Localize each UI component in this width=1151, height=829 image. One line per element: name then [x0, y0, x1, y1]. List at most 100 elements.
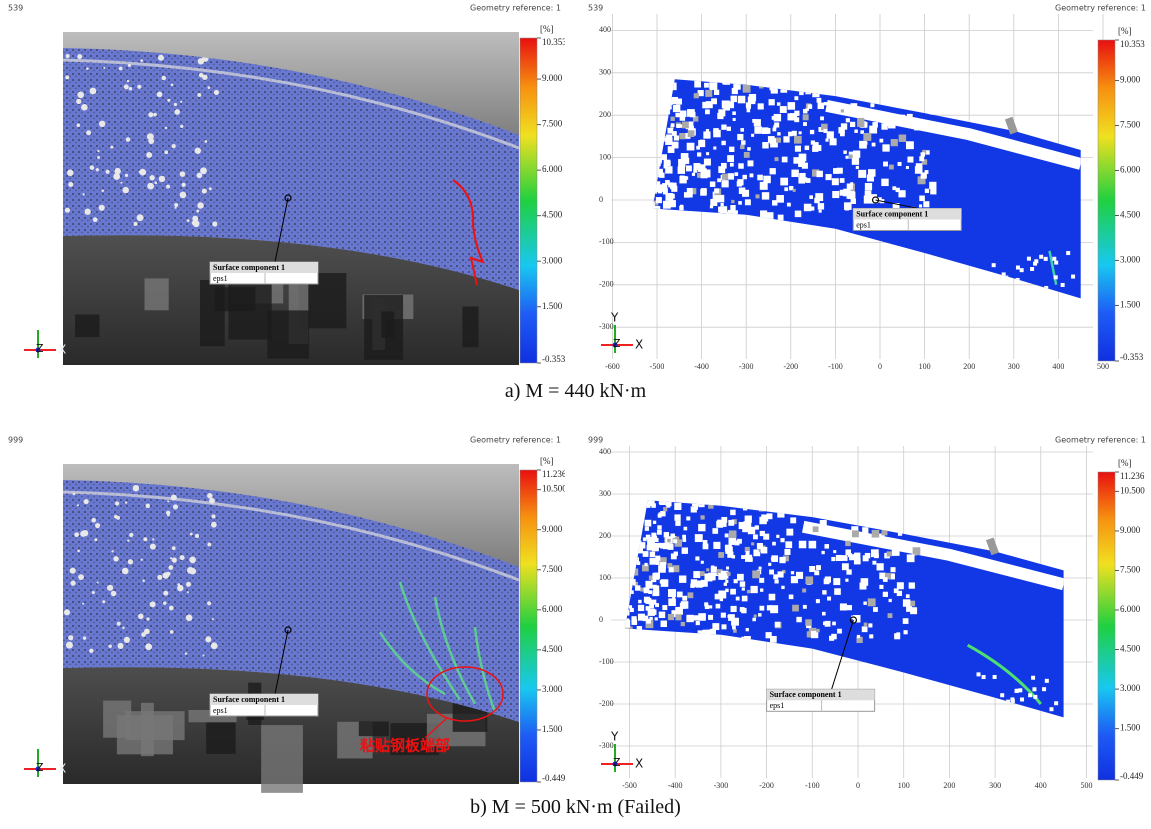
speckle-gap	[864, 183, 873, 191]
speckle-gap	[631, 619, 638, 625]
speckle-gap	[834, 588, 841, 595]
speckle-gap	[629, 529, 634, 534]
speckle-gap	[145, 503, 151, 509]
speckle-gap	[831, 556, 836, 562]
scale-label: 1.500	[542, 301, 563, 311]
speckle-gap	[691, 500, 699, 507]
speckle-gap	[620, 561, 625, 566]
speckle-gap	[123, 636, 130, 644]
speckle-gap	[814, 506, 820, 513]
speckle-gap	[746, 104, 751, 109]
y-tick-label: 400	[599, 447, 611, 456]
speckle-gap	[702, 169, 711, 178]
speckle-gap	[839, 603, 847, 611]
speckle-gap	[757, 174, 763, 181]
speckle-gap	[774, 621, 781, 628]
speckle-gap	[848, 553, 853, 558]
speckle-gap	[798, 131, 802, 135]
speckle-gap	[882, 577, 888, 582]
speckle-gap	[642, 551, 649, 557]
speckle-gap	[140, 59, 144, 62]
speckle-gap	[675, 520, 681, 526]
speckle-gap	[697, 164, 706, 172]
speckle-gap	[871, 142, 876, 147]
speckle-gap	[619, 635, 624, 640]
speckle-gap	[632, 512, 637, 517]
speckle-gap	[705, 129, 710, 133]
x-tick-label: -600	[605, 362, 620, 371]
speckle-gap	[672, 131, 677, 136]
speckle-gap	[666, 134, 673, 141]
speckle-gap	[647, 132, 651, 136]
speckle-gap	[668, 200, 676, 208]
speckle-gap	[662, 200, 671, 209]
speckle-gap	[716, 194, 725, 203]
speckle-gap	[690, 583, 695, 588]
speckle-gap	[647, 128, 652, 133]
speckle-gap	[644, 102, 652, 110]
speckle-gap	[212, 221, 218, 227]
speckle-gap	[746, 589, 751, 594]
speckle-gap	[867, 598, 876, 607]
axis-origin	[612, 342, 618, 348]
speckle-gap	[645, 138, 652, 145]
rig-structure	[358, 721, 389, 737]
speckle-gap	[926, 104, 930, 109]
speckle-gap	[1049, 707, 1054, 712]
scale-label: 6.000	[1120, 604, 1141, 614]
speckle-gap	[625, 611, 630, 615]
speckle-gap	[883, 121, 889, 127]
speckle-gap	[652, 634, 659, 642]
speckle-gap	[688, 125, 695, 132]
speckle-gap	[774, 122, 780, 128]
speckle-gap	[149, 601, 156, 608]
speckle-gap	[908, 582, 915, 589]
speckle-gap	[173, 102, 178, 107]
speckle-gap	[818, 127, 824, 132]
speckle-gap	[667, 538, 671, 543]
speckle-gap	[723, 79, 731, 85]
speckle-gap	[658, 94, 666, 102]
speckle-gap	[663, 107, 671, 115]
speckle-gap	[729, 162, 734, 167]
speckle-gap	[652, 156, 657, 163]
scale-unit: [%]	[540, 456, 554, 466]
scale-label: 4.500	[542, 644, 563, 654]
speckle-gap	[624, 515, 631, 524]
component-point	[849, 616, 858, 624]
speckle-gap	[632, 557, 639, 564]
speckle-gap	[788, 131, 793, 137]
speckle-gap	[652, 141, 655, 147]
speckle-gap	[144, 628, 150, 635]
speckle-gap	[903, 630, 908, 635]
speckle-gap	[636, 518, 643, 525]
speckle-gap	[652, 92, 659, 100]
speckle-gap	[703, 158, 711, 166]
speckle-gap	[788, 594, 794, 600]
speckle-gap	[739, 500, 745, 504]
speckle-gap	[914, 166, 923, 174]
speckle-gap	[171, 546, 176, 551]
speckle-gap	[146, 133, 154, 141]
speckle-gap	[645, 107, 649, 111]
speckle-gap	[802, 108, 808, 114]
y-tick-label: 300	[599, 489, 611, 498]
x-tick-label: 100	[898, 781, 910, 790]
speckle-gap	[702, 101, 709, 109]
speckle-gap	[673, 539, 678, 544]
speckle-gap	[820, 116, 824, 121]
speckle-gap	[833, 168, 839, 174]
speckle-gap	[758, 613, 762, 617]
speckle-gap	[671, 610, 679, 618]
speckle-gap	[680, 621, 685, 627]
speckle-gap	[856, 636, 863, 644]
y-tick-label: -100	[599, 237, 614, 246]
speckle-gap	[809, 129, 815, 135]
speckle-gap	[775, 137, 782, 143]
speckle-gap	[738, 201, 742, 205]
speckle-gap	[675, 606, 683, 615]
speckle-gap	[902, 599, 911, 607]
speckle-gap	[742, 189, 750, 197]
speckle-gap	[736, 573, 744, 581]
speckle-gap	[815, 193, 824, 202]
